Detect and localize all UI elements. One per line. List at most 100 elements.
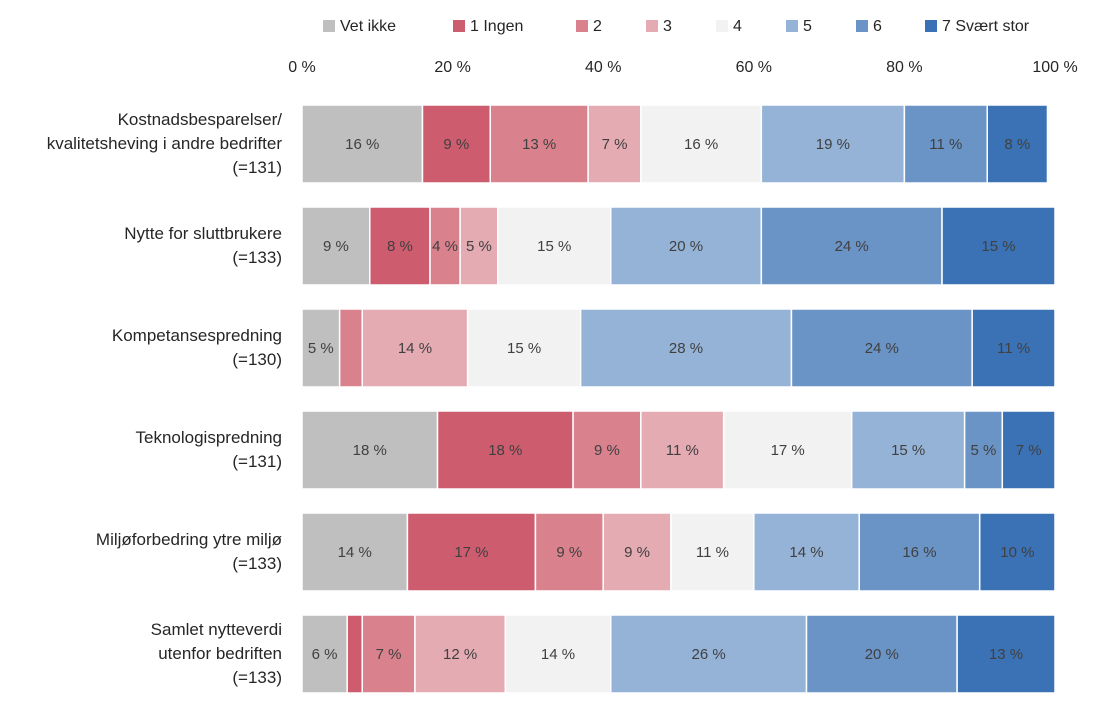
bar-segment: [602, 512, 672, 592]
value-label: 24 %: [835, 238, 869, 255]
y-tick-label: Kompetansespredning (=130): [111, 326, 282, 369]
bar-segment: [497, 206, 612, 286]
bar-segment: [609, 614, 808, 694]
bar-segment: [609, 206, 763, 286]
x-tick-label: 100 %: [1032, 59, 1077, 76]
value-label: 11 %: [997, 340, 1030, 357]
legend-swatch: [716, 20, 728, 32]
x-tick-label: 0 %: [288, 59, 316, 76]
legend-label: 7 Svært stor: [942, 18, 1030, 35]
value-label: 9 %: [443, 136, 469, 153]
value-label: 9 %: [624, 544, 650, 561]
bar-segment: [956, 614, 1056, 694]
bar-segment: [301, 410, 439, 490]
y-tick-label: Samlet nytteverdi utenfor bedriften (=13…: [150, 620, 282, 687]
value-label: 20 %: [669, 238, 703, 255]
x-tick-label: 20 %: [434, 59, 470, 76]
bar-segment: [414, 614, 507, 694]
value-label: 9 %: [594, 442, 620, 459]
value-label: 8 %: [1004, 136, 1030, 153]
value-label: 12 %: [443, 646, 477, 663]
legend-swatch: [925, 20, 937, 32]
legend-label: 3: [663, 18, 672, 35]
value-label: 11 %: [929, 136, 962, 153]
value-label: 18 %: [353, 442, 387, 459]
value-label: 10 %: [1000, 544, 1034, 561]
bar-segment: [406, 512, 537, 592]
bar-segment: [459, 206, 499, 286]
value-label: 13 %: [989, 646, 1023, 663]
y-tick-label: Teknologispredning (=131): [135, 428, 283, 471]
bar-segment: [466, 308, 582, 388]
bar-segment: [805, 614, 958, 694]
bar-segment: [753, 512, 860, 592]
value-label: 14 %: [398, 340, 432, 357]
legend-swatch: [576, 20, 588, 32]
value-label: 9 %: [323, 238, 349, 255]
value-label: 15 %: [891, 442, 925, 459]
value-label: 17 %: [771, 442, 805, 459]
value-label: 7 %: [602, 136, 628, 153]
value-label: 8 %: [387, 238, 413, 255]
x-tick-label: 60 %: [736, 59, 772, 76]
y-tick-label: Kostnadsbesparelser/ kvalitetsheving i a…: [46, 110, 282, 177]
bar-segment: [572, 410, 642, 490]
legend-swatch: [323, 20, 335, 32]
bar-segment: [858, 512, 981, 592]
value-label: 28 %: [669, 340, 703, 357]
legend-label: 6: [873, 18, 882, 35]
bar-segment: [346, 614, 363, 694]
bar-segment: [504, 614, 612, 694]
value-label: 9 %: [556, 544, 582, 561]
value-label: 14 %: [338, 544, 372, 561]
bar-segment: [301, 206, 371, 286]
bar-segment: [722, 410, 853, 490]
bar-segment: [941, 206, 1056, 286]
legend-label: 5: [803, 18, 812, 35]
value-label: 5 %: [971, 442, 997, 459]
value-label: 7 %: [376, 646, 402, 663]
value-label: 11 %: [696, 544, 729, 561]
bar-segment: [850, 410, 966, 490]
value-label: 5 %: [308, 340, 334, 357]
x-tick-label: 80 %: [886, 59, 922, 76]
legend-label: 4: [733, 18, 742, 35]
legend-swatch: [453, 20, 465, 32]
bar-segment: [978, 512, 1056, 592]
value-label: 19 %: [816, 136, 850, 153]
value-label: 7 %: [1016, 442, 1042, 459]
bar-segment: [587, 104, 642, 184]
bar-segment: [760, 104, 906, 184]
value-label: 15 %: [507, 340, 541, 357]
value-label: 24 %: [865, 340, 899, 357]
bar-segment: [421, 104, 492, 184]
bar-segment: [301, 512, 409, 592]
legend-swatch: [646, 20, 658, 32]
legend-label: Vet ikke: [340, 18, 396, 35]
value-label: 13 %: [522, 136, 556, 153]
value-label: 15 %: [537, 238, 571, 255]
legend-swatch: [856, 20, 868, 32]
bar-segment: [1001, 410, 1056, 490]
value-label: 16 %: [684, 136, 718, 153]
value-label: 16 %: [345, 136, 379, 153]
bar-segment: [903, 104, 988, 184]
bar-segment: [670, 512, 755, 592]
bar-segment: [489, 104, 589, 184]
y-tick-label: Nytte for sluttbrukere (=133): [124, 224, 282, 267]
bar-segment: [579, 308, 793, 388]
value-label: 14 %: [789, 544, 823, 561]
value-label: 26 %: [692, 646, 726, 663]
value-label: 15 %: [981, 238, 1015, 255]
bar-segment: [338, 308, 363, 388]
legend-label: 1 Ingen: [470, 18, 523, 35]
legend-swatch: [786, 20, 798, 32]
value-label: 4 %: [432, 238, 458, 255]
bar-segment: [986, 104, 1049, 184]
y-tick-label: Miljøforbedring ytre miljø (=133): [95, 530, 282, 573]
value-label: 6 %: [312, 646, 338, 663]
value-label: 20 %: [865, 646, 899, 663]
bar-segment: [640, 104, 763, 184]
